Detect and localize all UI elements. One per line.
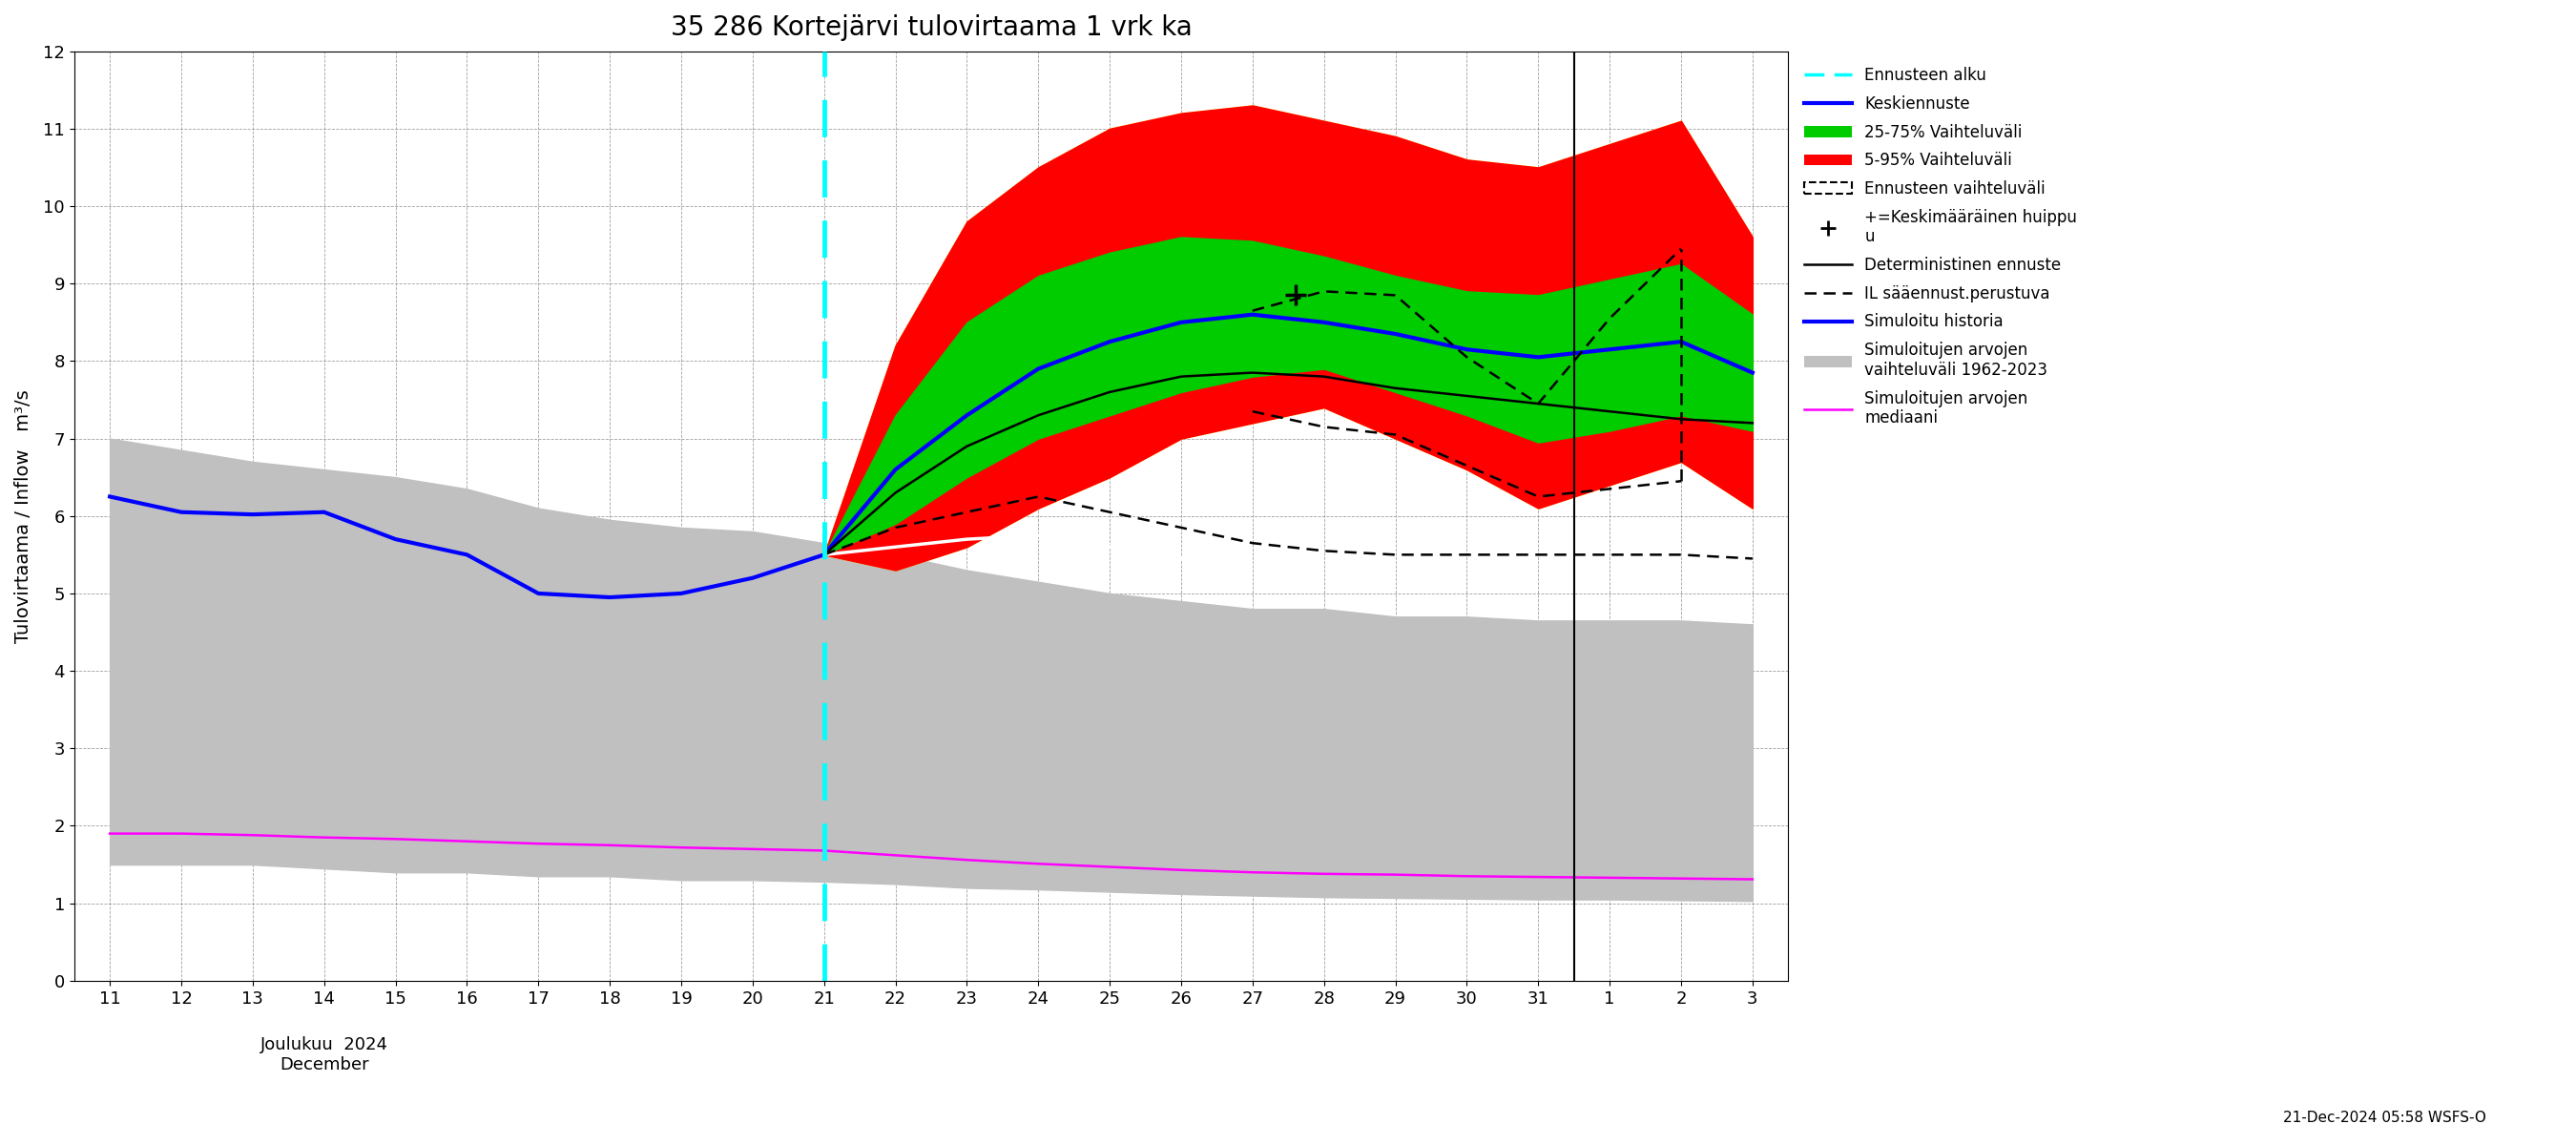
Legend: Ennusteen alku, Keskiennuste, 25-75% Vaihteluväli, 5-95% Vaihteluväli, Ennusteen: Ennusteen alku, Keskiennuste, 25-75% Vai…	[1795, 60, 2084, 435]
Title: 35 286 Kortejärvi tulovirtaama 1 vrk ka: 35 286 Kortejärvi tulovirtaama 1 vrk ka	[670, 14, 1193, 41]
Y-axis label: Tulovirtaama / Inflow   m³/s: Tulovirtaama / Inflow m³/s	[15, 389, 33, 642]
Text: Joulukuu  2024
December: Joulukuu 2024 December	[260, 1036, 389, 1074]
Text: 21-Dec-2024 05:58 WSFS-O: 21-Dec-2024 05:58 WSFS-O	[2282, 1111, 2486, 1124]
